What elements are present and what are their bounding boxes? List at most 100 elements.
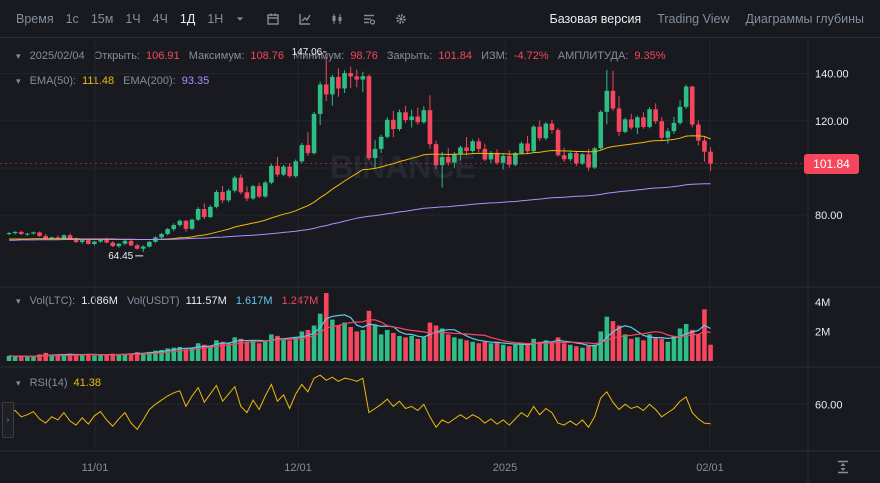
candle-type-icon[interactable] [331, 13, 343, 25]
candle-body [232, 177, 238, 191]
collapse-panel-button[interactable]: › [2, 402, 14, 438]
volume-bar [183, 349, 189, 361]
candle-body [195, 209, 201, 220]
vol-caret-icon[interactable]: ▾ [16, 296, 21, 306]
vol-ma2-value: 1.247M [281, 295, 319, 307]
volume-bar [555, 337, 561, 361]
open-label: Открыть: [93, 50, 140, 62]
candle-body [73, 239, 79, 243]
volume-bar [415, 338, 421, 361]
timeframe-4h[interactable]: 4Ч [152, 11, 168, 26]
candle-body [476, 141, 482, 149]
volume-bar [696, 334, 701, 361]
candle-body [86, 240, 91, 244]
volume-bar [665, 341, 671, 361]
candle-body [311, 113, 317, 154]
volume-bar [323, 293, 329, 361]
timeframe-1w[interactable]: 1Н [207, 11, 224, 26]
volume-bar [622, 334, 628, 361]
volume-bar [49, 355, 55, 361]
volume-bar [586, 346, 591, 361]
price-chart[interactable]: BINANCE 11/0112/01202502/0180.00100.0012… [0, 38, 880, 483]
timeframe-1d[interactable]: 1Д [179, 11, 196, 26]
volume-bar [61, 354, 67, 361]
candle-body [12, 231, 18, 234]
candle-body [25, 233, 30, 235]
volume-bar [598, 331, 604, 361]
view-basic[interactable]: Базовая версия [549, 12, 642, 26]
close-label: Закрыть: [386, 50, 433, 62]
price-tick-label: 80.00 [815, 210, 843, 222]
candle-body [165, 229, 170, 235]
volume-bar [543, 340, 549, 361]
volume-bar [653, 337, 658, 361]
candle-body [702, 140, 707, 152]
volume-bar [391, 332, 396, 361]
volume-bar [159, 349, 164, 361]
x-tick-label: 2025 [493, 462, 517, 474]
volume-bar [25, 356, 30, 361]
candle-body [299, 145, 305, 162]
ema-caret-icon[interactable]: ▾ [16, 76, 21, 86]
timeframe-1h[interactable]: 1Ч [125, 11, 141, 26]
volume-bar [116, 354, 122, 361]
volume-bar [311, 325, 317, 361]
candle-body [208, 206, 213, 218]
max-price-annotation: 147.06 [292, 47, 323, 58]
settings-list-icon[interactable] [363, 13, 376, 25]
ema200-value: 93.35 [181, 75, 210, 87]
timeframe-15m[interactable]: 15м [90, 11, 114, 26]
candle-body [384, 119, 390, 137]
volume-bar [171, 347, 177, 361]
volume-bar [67, 353, 73, 361]
candle-body [641, 117, 646, 127]
candle-body [262, 182, 268, 197]
ema50-value: 111.48 [82, 75, 115, 87]
volume-bar [110, 353, 116, 361]
volume-bar [677, 328, 683, 361]
caret-down-icon[interactable] [235, 13, 245, 25]
calendar-icon[interactable] [267, 13, 280, 25]
volume-bar [427, 322, 433, 361]
candle-body [104, 239, 109, 243]
volume-bar [592, 344, 597, 361]
candle-body [427, 110, 433, 145]
volume-bar [372, 325, 378, 361]
volume-bar [580, 347, 585, 361]
indicator-icon[interactable] [299, 13, 311, 25]
candle-body [98, 239, 103, 242]
volume-bar [336, 325, 341, 361]
view-depth[interactable]: Диаграммы глубины [745, 12, 864, 26]
candle-body [238, 177, 244, 193]
volume-bar [147, 351, 152, 361]
view-tradingview[interactable]: Trading View [657, 12, 730, 26]
volume-bar [165, 348, 170, 361]
candle-body [598, 111, 604, 149]
gear-icon[interactable] [395, 13, 407, 25]
candle-body [628, 119, 634, 128]
volume-bar [384, 329, 390, 361]
rsi-caret-icon[interactable]: ▾ [16, 378, 21, 388]
timeframe-1s[interactable]: 1с [65, 11, 79, 26]
volume-bar [208, 345, 213, 361]
candle-body [397, 112, 402, 130]
timeframe-time[interactable]: Время [16, 11, 54, 26]
candle-body [415, 116, 421, 123]
volume-bar [134, 352, 140, 361]
volume-bar [293, 337, 299, 361]
fit-chart-icon[interactable] [836, 460, 850, 474]
volume-bar [189, 347, 195, 361]
volume-bar [641, 340, 646, 361]
volume-bar [403, 337, 408, 361]
collapse-caret-icon[interactable]: ▾ [16, 51, 21, 61]
vol-usdt-value: 111.57M [185, 295, 227, 307]
volume-bar [244, 341, 250, 361]
candle-body [464, 147, 469, 151]
change-value: -4.72% [513, 50, 549, 62]
min-price-annotation: 64.45 [108, 251, 133, 262]
candle-body [281, 166, 286, 175]
candle-body [482, 148, 488, 160]
candle-body [708, 151, 713, 164]
volume-bar [6, 355, 12, 361]
candle-body [305, 145, 311, 154]
